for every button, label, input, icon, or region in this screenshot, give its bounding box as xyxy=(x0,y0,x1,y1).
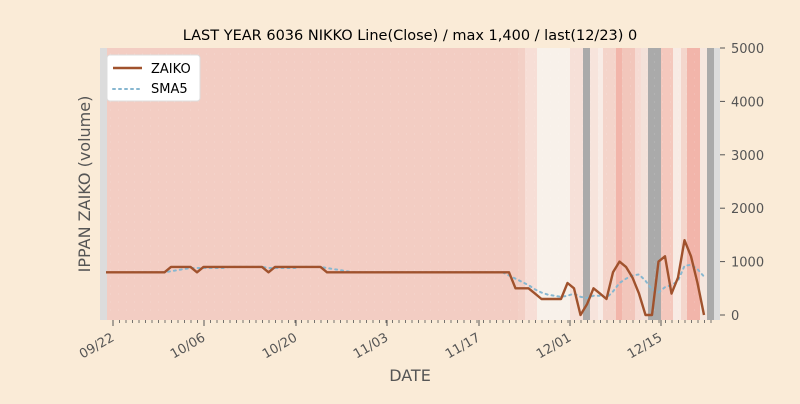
x-axis-ticks: 09/22 10/06 10/20 11/03 11/17 12/01 12/15 xyxy=(77,320,712,362)
series-line-zaiko xyxy=(106,238,706,317)
legend: ZAIKO SMA5 xyxy=(106,54,201,102)
background-band xyxy=(570,48,583,320)
background-band xyxy=(622,48,635,320)
legend-label-zaiko: ZAIKO xyxy=(151,62,191,77)
x-tick-label: 11/03 xyxy=(351,330,391,362)
dot-pattern xyxy=(110,53,695,311)
x-tick-label: 10/06 xyxy=(168,330,208,362)
background-bands xyxy=(100,48,720,320)
y-tick-label: 5000 xyxy=(731,42,764,57)
background-band xyxy=(673,48,681,320)
background-band xyxy=(681,48,687,320)
background-band xyxy=(687,48,700,320)
y-axis-ticks: 0 1000 2000 3000 4000 5000 xyxy=(720,42,764,324)
x-tick-label: 11/17 xyxy=(443,330,483,362)
y-axis-label: IPPAN ZAIKO (volume) xyxy=(75,96,94,273)
y-tick-label: 2000 xyxy=(731,202,764,217)
y-tick-label: 3000 xyxy=(731,149,764,164)
x-tick-label: 12/15 xyxy=(625,330,665,362)
background-band xyxy=(641,48,648,320)
background-band xyxy=(100,48,107,320)
y-tick-label: 4000 xyxy=(731,95,764,110)
background-band xyxy=(661,48,673,320)
background-band xyxy=(583,48,590,320)
background-band xyxy=(714,48,720,320)
y-tick-label: 0 xyxy=(731,309,739,324)
background-band xyxy=(616,48,622,320)
chart-title: LAST YEAR 6036 NIKKO Line(Close) / max 1… xyxy=(183,28,638,44)
x-tick-label: 12/01 xyxy=(534,330,574,362)
background-band xyxy=(648,48,661,320)
background-band xyxy=(590,48,598,320)
background-band xyxy=(518,48,525,320)
x-axis-label: DATE xyxy=(389,366,431,385)
background-band xyxy=(537,48,570,320)
legend-label-sma5: SMA5 xyxy=(151,82,188,97)
background-band xyxy=(635,48,641,320)
x-tick-label: 09/22 xyxy=(77,330,117,362)
background-band xyxy=(707,48,714,320)
background-band xyxy=(598,48,603,320)
background-band xyxy=(700,48,707,320)
background-band xyxy=(603,48,616,320)
x-tick-label: 10/20 xyxy=(260,330,300,362)
background-band xyxy=(525,48,537,320)
y-tick-label: 1000 xyxy=(731,256,764,271)
background-dot-grid xyxy=(110,53,695,311)
